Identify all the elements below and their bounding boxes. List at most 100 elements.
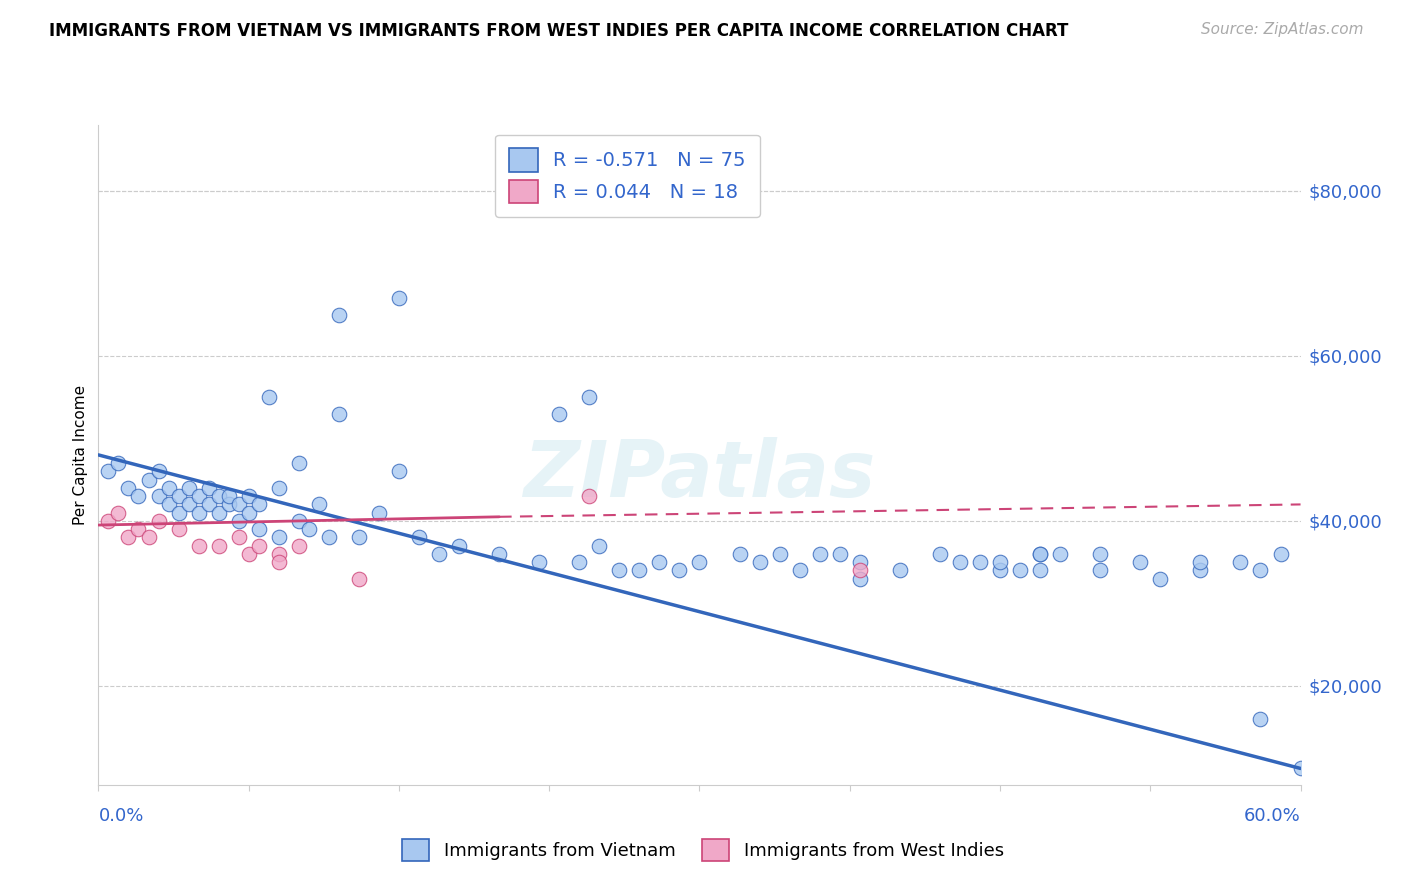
Point [267, 481, 290, 495]
Point [628, 564, 651, 578]
Point [1229, 555, 1251, 569]
Point [157, 481, 180, 495]
Point [187, 489, 209, 503]
Point [728, 547, 751, 561]
Point [1250, 564, 1272, 578]
Text: IMMIGRANTS FROM VIETNAM VS IMMIGRANTS FROM WEST INDIES PER CAPITA INCOME CORRELA: IMMIGRANTS FROM VIETNAM VS IMMIGRANTS FR… [49, 22, 1069, 40]
Point [148, 464, 170, 478]
Point [247, 522, 270, 536]
Point [588, 539, 610, 553]
Point [288, 514, 311, 528]
Text: ZIPatlas: ZIPatlas [523, 437, 876, 513]
Point [1149, 572, 1171, 586]
Point [167, 506, 190, 520]
Point [578, 489, 600, 503]
Point [97, 514, 120, 528]
Point [117, 530, 139, 544]
Point [789, 564, 811, 578]
Point [1088, 564, 1111, 578]
Point [187, 539, 209, 553]
Point [177, 481, 200, 495]
Point [228, 514, 250, 528]
Point [257, 390, 280, 404]
Point [1029, 564, 1052, 578]
Text: 0.0%: 0.0% [98, 807, 143, 825]
Point [1250, 712, 1272, 726]
Point [368, 506, 391, 520]
Point [609, 564, 631, 578]
Point [1189, 555, 1212, 569]
Point [1029, 547, 1052, 561]
Legend: R = -0.571   N = 75, R = 0.044   N = 18: R = -0.571 N = 75, R = 0.044 N = 18 [495, 135, 759, 217]
Point [849, 564, 872, 578]
Point [138, 530, 160, 544]
Point [488, 547, 510, 561]
Point [197, 481, 219, 495]
Text: 60.0%: 60.0% [1244, 807, 1301, 825]
Point [107, 456, 129, 470]
Point [298, 522, 321, 536]
Point [849, 555, 872, 569]
Point [148, 514, 170, 528]
Point [247, 539, 270, 553]
Point [1010, 564, 1032, 578]
Point [388, 291, 411, 305]
Point [808, 547, 831, 561]
Point [408, 530, 430, 544]
Y-axis label: Per Capita Income: Per Capita Income [73, 384, 89, 525]
Point [1289, 761, 1312, 775]
Point [228, 498, 250, 512]
Point [1088, 547, 1111, 561]
Point [648, 555, 671, 569]
Point [529, 555, 551, 569]
Point [167, 522, 190, 536]
Point [238, 547, 260, 561]
Point [1270, 547, 1292, 561]
Point [308, 498, 330, 512]
Point [929, 547, 952, 561]
Point [138, 473, 160, 487]
Point [267, 555, 290, 569]
Point [969, 555, 991, 569]
Point [748, 555, 770, 569]
Point [668, 564, 690, 578]
Point [247, 498, 270, 512]
Point [107, 506, 129, 520]
Point [1029, 547, 1052, 561]
Point [238, 506, 260, 520]
Point [177, 498, 200, 512]
Point [97, 464, 120, 478]
Point [267, 547, 290, 561]
Point [988, 564, 1011, 578]
Point [208, 489, 231, 503]
Point [187, 506, 209, 520]
Point [238, 489, 260, 503]
Point [889, 564, 911, 578]
Point [388, 464, 411, 478]
Point [228, 530, 250, 544]
Point [328, 407, 350, 421]
Point [128, 489, 150, 503]
Point [208, 506, 231, 520]
Point [949, 555, 972, 569]
Point [689, 555, 711, 569]
Point [117, 481, 139, 495]
Point [1049, 547, 1071, 561]
Point [148, 489, 170, 503]
Point [347, 572, 370, 586]
Point [128, 522, 150, 536]
Point [328, 308, 350, 322]
Point [548, 407, 571, 421]
Point [318, 530, 340, 544]
Point [769, 547, 792, 561]
Point [1189, 564, 1212, 578]
Point [197, 498, 219, 512]
Text: Source: ZipAtlas.com: Source: ZipAtlas.com [1201, 22, 1364, 37]
Point [1129, 555, 1152, 569]
Point [849, 572, 872, 586]
Point [167, 489, 190, 503]
Point [347, 530, 370, 544]
Point [218, 489, 240, 503]
Point [218, 498, 240, 512]
Point [288, 539, 311, 553]
